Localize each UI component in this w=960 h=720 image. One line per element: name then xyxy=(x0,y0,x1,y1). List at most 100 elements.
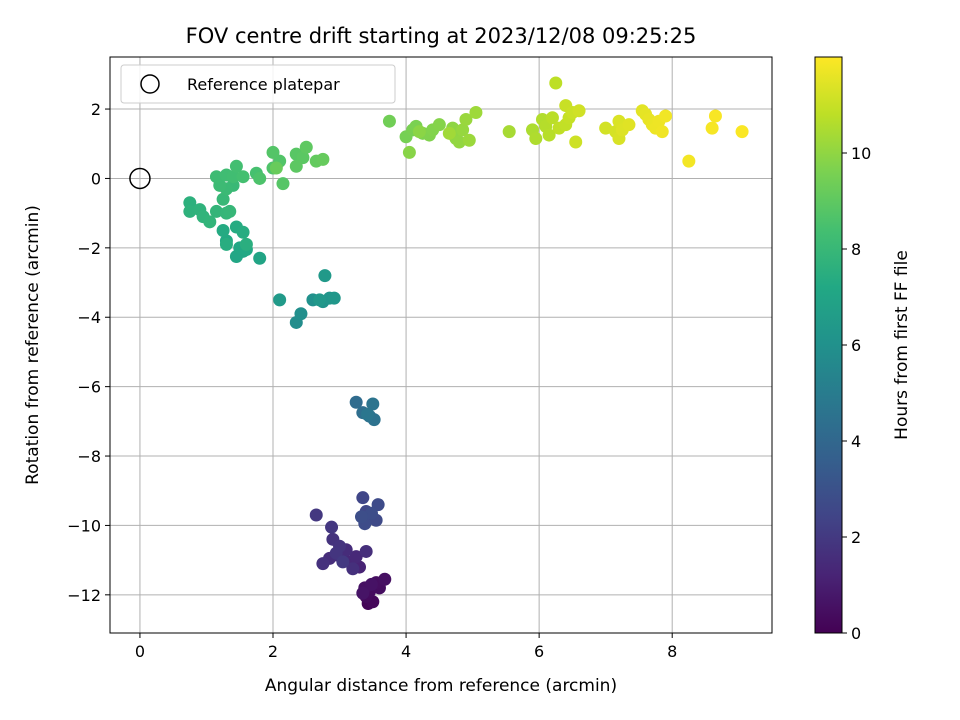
y-tick-label: −4 xyxy=(77,308,101,327)
colorbar-title: Hours from first FF file xyxy=(892,250,912,440)
data-point xyxy=(349,395,363,409)
x-tick-label: 6 xyxy=(534,642,544,661)
data-point xyxy=(682,154,696,168)
data-point xyxy=(469,106,483,120)
data-point xyxy=(266,145,280,159)
y-ticks: 2 0 −2 −4 −6 −8 −10 −12 xyxy=(67,100,110,605)
data-point xyxy=(378,572,392,586)
data-point xyxy=(349,550,363,564)
data-point xyxy=(456,123,470,137)
y-tick-label: −12 xyxy=(67,586,101,605)
colorbar-gradient xyxy=(814,56,843,634)
data-point xyxy=(708,109,722,123)
data-point xyxy=(219,237,233,251)
data-point xyxy=(432,118,446,132)
data-point xyxy=(209,204,223,218)
data-point xyxy=(216,192,230,206)
data-point xyxy=(253,251,267,265)
data-point xyxy=(316,152,330,166)
legend: Reference platepar xyxy=(120,64,396,104)
data-point xyxy=(316,557,330,571)
colorbar-tick-label: 4 xyxy=(851,432,861,451)
legend-label: Reference platepar xyxy=(187,75,340,94)
points xyxy=(129,76,749,611)
data-point xyxy=(356,491,370,505)
x-tick-label: 8 xyxy=(667,642,677,661)
data-point xyxy=(299,140,313,154)
data-point xyxy=(462,133,476,147)
data-point xyxy=(412,125,426,139)
data-point xyxy=(442,126,456,140)
data-point xyxy=(209,170,223,184)
data-point xyxy=(327,291,341,305)
data-point xyxy=(452,135,466,149)
data-point xyxy=(236,170,250,184)
data-point xyxy=(229,159,243,173)
data-point xyxy=(253,171,267,185)
colorbar-tick-label: 10 xyxy=(851,144,871,163)
legend-box xyxy=(120,64,396,104)
x-tick-label: 2 xyxy=(268,642,278,661)
data-point xyxy=(226,170,240,184)
legend-marker xyxy=(140,74,160,94)
data-point xyxy=(542,128,556,142)
data-point xyxy=(549,76,563,90)
data-point xyxy=(545,111,559,125)
data-point xyxy=(354,510,368,524)
data-point xyxy=(705,121,719,135)
y-tick-label: −2 xyxy=(77,239,101,258)
plot-frame xyxy=(109,56,773,634)
data-point xyxy=(364,577,378,591)
data-point xyxy=(183,204,197,218)
data-point xyxy=(223,204,237,218)
y-axis-title: Rotation from reference (arcmin) xyxy=(23,205,43,485)
data-point xyxy=(572,104,586,118)
y-tick-label: −10 xyxy=(67,516,101,535)
data-point xyxy=(366,397,380,411)
data-point xyxy=(502,125,516,139)
data-point xyxy=(622,118,636,132)
data-point xyxy=(735,125,749,139)
data-point xyxy=(459,112,473,126)
data-point xyxy=(309,508,323,522)
data-point xyxy=(659,109,673,123)
data-point xyxy=(569,135,583,149)
data-point xyxy=(364,506,378,520)
data-point xyxy=(402,145,416,159)
data-point xyxy=(382,114,396,128)
data-point xyxy=(313,293,327,307)
data-point xyxy=(294,307,308,321)
data-point xyxy=(325,520,339,534)
data-point xyxy=(346,562,360,576)
data-point xyxy=(289,159,303,173)
colorbar-ticks: 0 2 4 6 8 10 xyxy=(842,144,871,643)
data-point xyxy=(276,177,290,191)
colorbar-tick-label: 8 xyxy=(851,240,861,259)
data-point xyxy=(336,555,350,569)
data-point xyxy=(203,215,217,229)
x-axis-title: Angular distance from reference (arcmin) xyxy=(265,676,617,696)
x-tick-label: 4 xyxy=(401,642,411,661)
colorbar: 0 2 4 6 8 10 Hours from first FF file xyxy=(814,56,912,643)
data-point xyxy=(529,132,543,146)
data-point xyxy=(216,223,230,237)
grid xyxy=(110,57,772,633)
chart-title: FOV centre drift starting at 2023/12/08 … xyxy=(186,24,697,48)
data-point xyxy=(655,125,669,139)
data-point xyxy=(236,225,250,239)
colorbar-tick-label: 0 xyxy=(851,624,861,643)
data-point xyxy=(269,161,283,175)
x-tick-label: 0 xyxy=(135,642,145,661)
data-point xyxy=(239,237,253,251)
y-tick-label: −6 xyxy=(77,378,101,397)
data-point xyxy=(599,121,613,135)
y-tick-label: −8 xyxy=(77,447,101,466)
data-point xyxy=(318,269,332,283)
data-point xyxy=(360,407,374,421)
y-tick-label: 0 xyxy=(91,169,101,188)
colorbar-tick-label: 2 xyxy=(851,528,861,547)
data-point xyxy=(359,544,373,558)
data-point xyxy=(273,293,287,307)
y-tick-label: 2 xyxy=(91,100,101,119)
